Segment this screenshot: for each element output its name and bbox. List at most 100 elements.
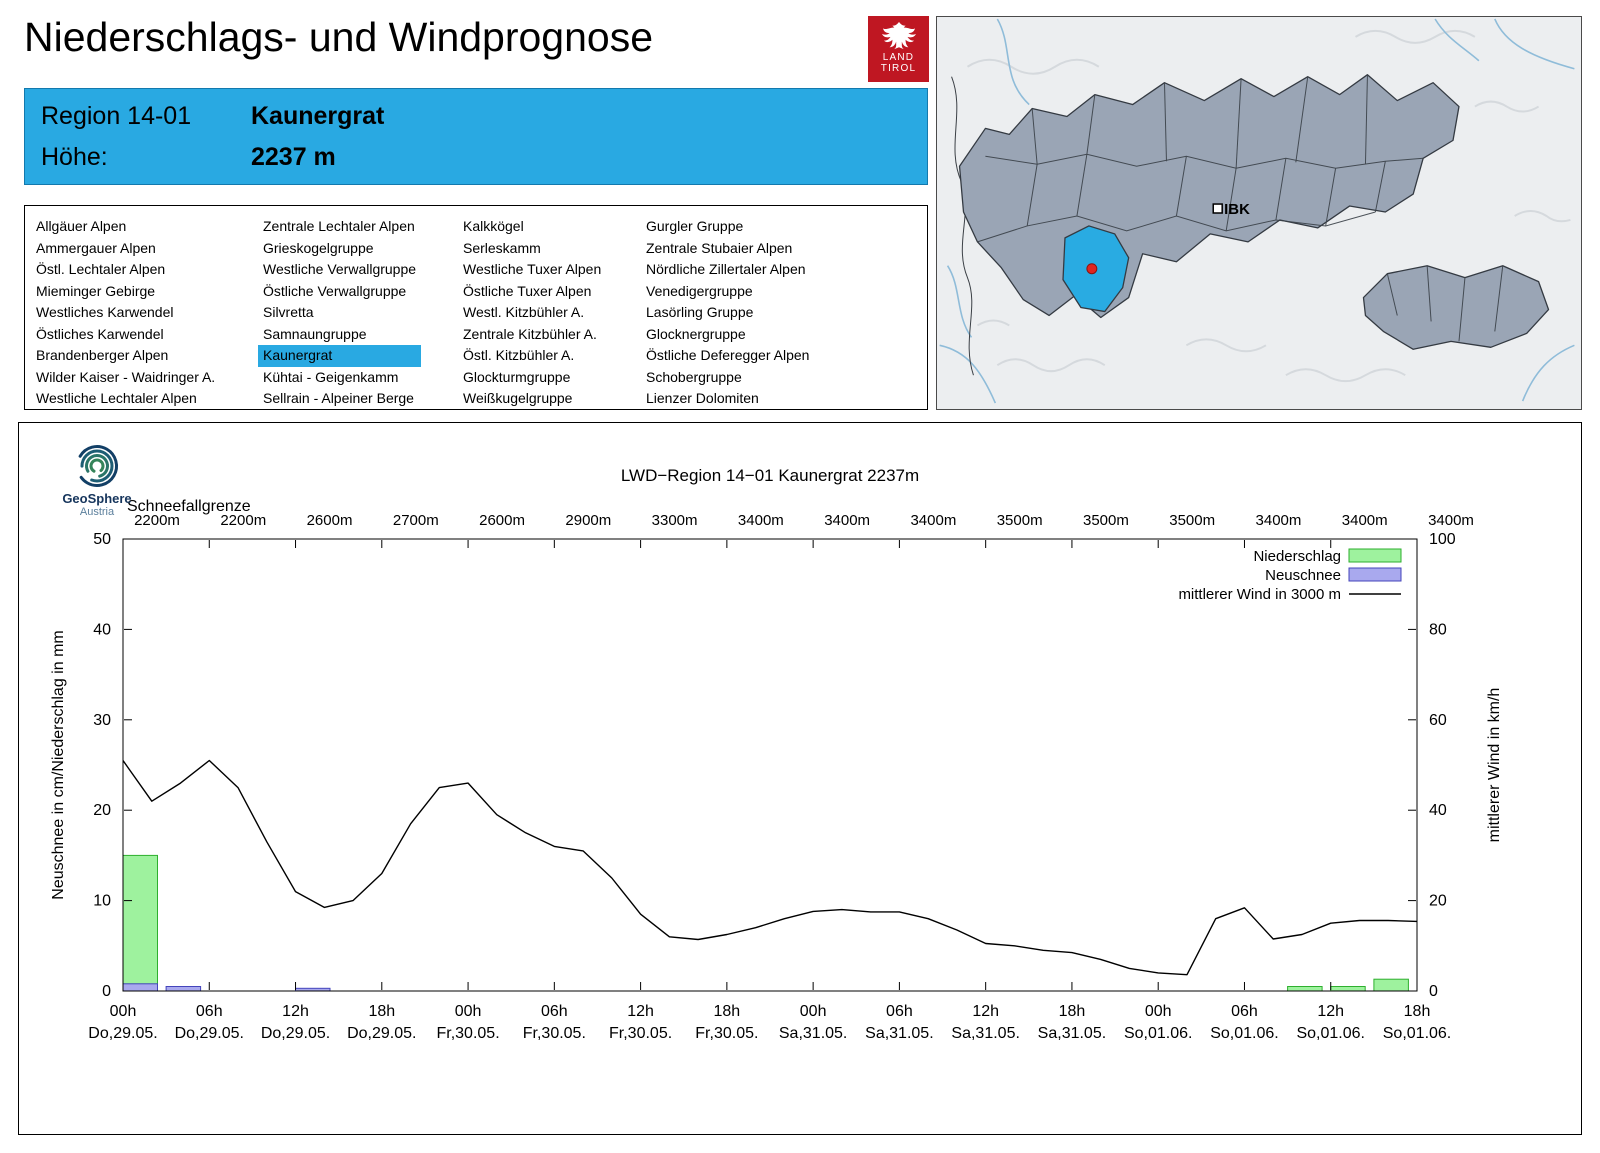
region-list-item[interactable]: Weißkugelgruppe	[463, 390, 573, 406]
region-list-item[interactable]: Schobergruppe	[646, 368, 742, 385]
legend-label: mittlerer Wind in 3000 m	[1178, 586, 1341, 603]
tirol-eagle-icon	[881, 21, 916, 50]
y-axis-tick-label: 40	[93, 621, 111, 638]
tirol-map-svg: IBK	[937, 17, 1581, 409]
region-header: Region 14-01 Kaunergrat Höhe: 2237 m	[24, 88, 928, 185]
selected-region-marker	[1086, 263, 1098, 275]
hoehe-label: Höhe:	[41, 143, 108, 171]
region-list-item[interactable]: Glockturmgruppe	[463, 368, 571, 385]
snowline-value: 2900m	[565, 512, 611, 529]
region-list-item[interactable]: Mieminger Gebirge	[36, 282, 156, 299]
x-axis-date-label: Do,29.05.	[347, 1025, 416, 1042]
snow-bar	[165, 986, 202, 992]
snowline-value: 2600m	[479, 512, 525, 529]
region-list-item[interactable]: Kalkkögel	[463, 218, 524, 234]
region-list-item[interactable]: Ammergauer Alpen	[36, 239, 156, 256]
snowline-value: 3500m	[1169, 512, 1215, 529]
x-axis-time-label: 06h	[541, 1003, 568, 1020]
snowline-value: 2200m	[220, 512, 266, 529]
snow-bar	[122, 983, 158, 992]
region-list-column: Zentrale Lechtaler Alpen Grieskogelgruppe…	[258, 216, 422, 410]
y2-axis-tick-label: 100	[1429, 531, 1456, 548]
region-list-item[interactable]: Östliche Deferegger Alpen	[646, 347, 810, 363]
y-axis-tick-label: 10	[93, 893, 111, 910]
region-list-item[interactable]: Westl. Kitzbühler A.	[463, 304, 585, 320]
region-list-item[interactable]: Samnaungruppe	[263, 325, 367, 342]
y2-axis-tick-label: 80	[1429, 621, 1447, 638]
y-axis-tick-label: 30	[93, 712, 111, 729]
region-list-column: Kalkkögel Serleskamm Westliche Tuxer Alpen…	[458, 216, 606, 410]
snowline-value: 3400m	[1342, 512, 1388, 529]
snowline-value: 3400m	[1428, 512, 1474, 529]
x-axis-date-label: So,01.06.	[1210, 1025, 1279, 1042]
x-axis-date-label: Fr,30.05.	[695, 1025, 758, 1042]
geosphere-icon	[76, 445, 118, 487]
region-list-item[interactable]: Zentrale Lechtaler Alpen	[263, 218, 415, 234]
x-axis-time-label: 18h	[714, 1003, 741, 1020]
region-list-item[interactable]: Östl. Kitzbühler A.	[463, 347, 575, 363]
region-list-item[interactable]: Zentrale Kitzbühler A.	[463, 325, 597, 342]
x-axis-date-label: So,01.06.	[1296, 1025, 1365, 1042]
region-list-item[interactable]: Nördliche Zillertaler Alpen	[646, 261, 806, 277]
region-list-item[interactable]: Venedigergruppe	[646, 282, 753, 299]
tirol-map[interactable]: IBK	[936, 16, 1582, 410]
x-axis-time-label: 18h	[1404, 1003, 1431, 1020]
region-label: Region 14-01	[41, 102, 192, 130]
precip-bar	[122, 854, 158, 992]
region-list-item[interactable]: Westliche Verwallgruppe	[263, 261, 417, 277]
forecast-chart: 0 0 10 20 20 40 30 60 40 80 50 100 00h Do,29.05. 06h Do…	[50, 466, 1503, 1042]
snowline-label: Schneefallgrenze	[127, 498, 251, 515]
x-axis-time-label: 18h	[1059, 1003, 1086, 1020]
wind-line	[122, 759, 1418, 976]
y2-axis-tick-label: 60	[1429, 712, 1447, 729]
region-list-item[interactable]: Glocknergruppe	[646, 325, 746, 342]
x-axis-date-label: Fr,30.05.	[523, 1025, 586, 1042]
region-list-item[interactable]: Allgäuer Alpen	[36, 218, 127, 234]
hoehe-value: 2237 m	[251, 143, 336, 171]
precip-bar	[1373, 978, 1409, 992]
region-list-item[interactable]: Westliche Lechtaler Alpen	[36, 390, 197, 406]
east-tyrol-cluster	[1362, 265, 1550, 350]
snowline-value: 3300m	[652, 512, 698, 529]
y-axis-label: Neuschnee in cm/Niederschlag in mm	[50, 630, 67, 899]
x-axis-time-label: 00h	[455, 1003, 482, 1020]
x-axis-time-label: 12h	[627, 1003, 654, 1020]
region-list-item[interactable]: Kühtai - Geigenkamm	[263, 368, 399, 385]
region-name: Kaunergrat	[251, 102, 385, 130]
x-axis-time-label: 12h	[972, 1003, 999, 1020]
region-list-item[interactable]: Östliche Tuxer Alpen	[463, 282, 592, 299]
region-list-item[interactable]: Gurgler Gruppe	[646, 218, 744, 234]
region-list-item[interactable]: Serleskamm	[463, 239, 541, 256]
legend-swatch	[1348, 567, 1402, 582]
region-list-item[interactable]: Östliche Verwallgruppe	[263, 282, 407, 299]
geosphere-name: GeoSphere	[62, 491, 132, 506]
region-list-item[interactable]: Sellrain - Alpeiner Berge	[263, 390, 414, 406]
x-axis-time-label: 06h	[1231, 1003, 1258, 1020]
region-list-item[interactable]: Grieskogelgruppe	[263, 239, 374, 256]
forecast-chart-panel: 0 0 10 20 20 40 30 60 40 80 50 100 00h Do,29.05. 06h Do…	[18, 422, 1582, 1135]
x-axis-date-label: Do,29.05.	[88, 1025, 157, 1042]
snowline-value: 3400m	[738, 512, 784, 529]
y2-axis-tick-label: 20	[1429, 893, 1447, 910]
y2-axis-tick-label: 0	[1429, 983, 1438, 1000]
region-list-item-selected[interactable]: Kaunergrat	[258, 345, 422, 367]
x-axis-date-label: So,01.06.	[1383, 1025, 1452, 1042]
region-list-item[interactable]: Östl. Lechtaler Alpen	[36, 261, 166, 277]
region-list-item[interactable]: Lienzer Dolomiten	[646, 390, 759, 406]
y-axis-tick-label: 20	[93, 802, 111, 819]
region-list-item[interactable]: Wilder Kaiser - Waidringer A.	[36, 368, 216, 385]
region-list-item[interactable]: Westliche Tuxer Alpen	[463, 261, 602, 277]
region-list-item[interactable]: Brandenberger Alpen	[36, 347, 169, 363]
region-list-item[interactable]: Östliches Karwendel	[36, 325, 164, 342]
geosphere-subtitle: Austria	[79, 506, 115, 518]
region-list-item[interactable]: Westliches Karwendel	[36, 304, 174, 320]
region-list-item[interactable]: Lasörling Gruppe	[646, 304, 754, 320]
x-axis-time-label: 18h	[368, 1003, 395, 1020]
x-axis-time-label: 00h	[110, 1003, 137, 1020]
y2-axis-tick-label: 40	[1429, 802, 1447, 819]
region-list-item[interactable]: Silvretta	[263, 304, 314, 320]
region-list-item[interactable]: Zentrale Stubaier Alpen	[646, 239, 793, 256]
region-list-column: Gurgler Gruppe Zentrale Stubaier Alpen Nör…	[641, 216, 814, 410]
x-axis-time-label: 12h	[282, 1003, 309, 1020]
